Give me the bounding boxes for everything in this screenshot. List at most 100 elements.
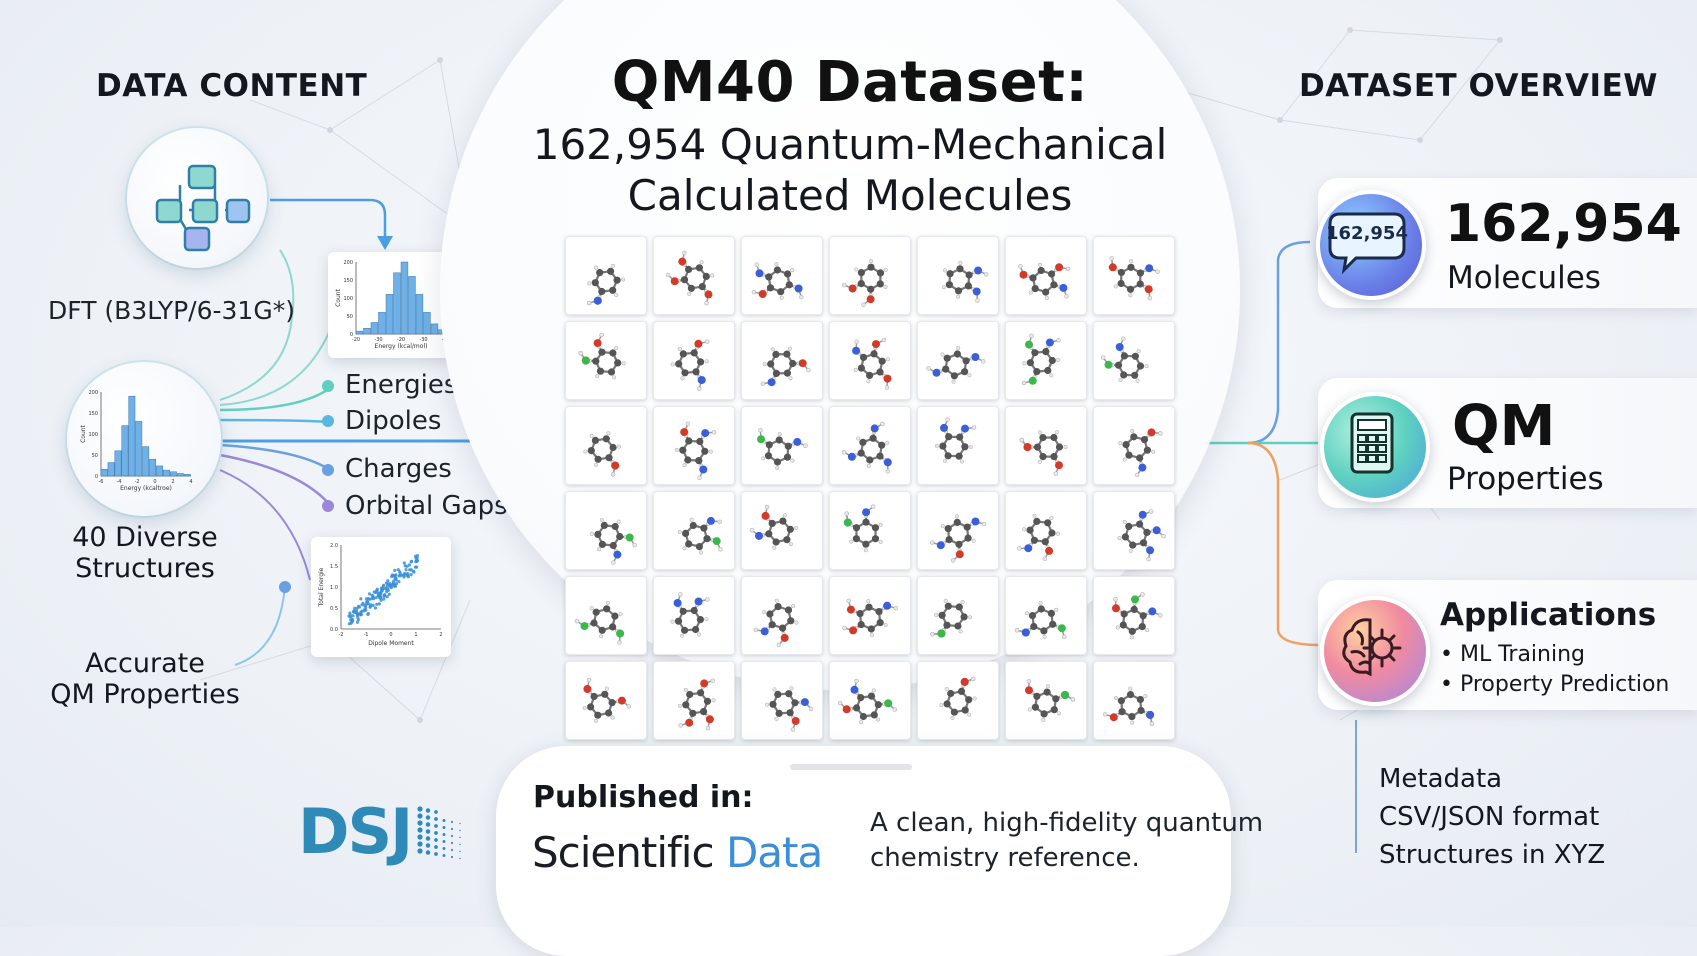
carbon-atom bbox=[1131, 606, 1138, 613]
dsj-logo-text: DSJ bbox=[298, 795, 411, 868]
hetero-atom bbox=[583, 685, 591, 693]
scatter-point bbox=[395, 582, 398, 585]
hetero-atom bbox=[1022, 629, 1030, 637]
molecule-cell bbox=[917, 491, 999, 570]
carbon-atom bbox=[858, 365, 865, 372]
logo-dot bbox=[426, 850, 430, 854]
hydrogen-atom bbox=[773, 546, 777, 550]
carbon-atom bbox=[1122, 533, 1129, 540]
hetero-atom bbox=[971, 353, 979, 361]
carbon-atom bbox=[610, 444, 617, 451]
carbon-atom bbox=[871, 711, 878, 718]
carbon-atom bbox=[1048, 610, 1055, 617]
carbon-atom bbox=[1123, 441, 1130, 448]
hydrogen-atom bbox=[765, 703, 769, 707]
hydrogen-atom bbox=[961, 600, 965, 604]
molecule-cell bbox=[741, 236, 823, 315]
carbon-atom bbox=[695, 457, 702, 464]
property-charges: Charges bbox=[345, 454, 452, 484]
carbon-atom bbox=[857, 694, 864, 701]
carbon-atom bbox=[587, 703, 594, 710]
molecule-cell bbox=[565, 406, 647, 485]
carbon-atom bbox=[1027, 527, 1034, 534]
logo-dot bbox=[426, 843, 430, 847]
carbon-atom bbox=[680, 608, 687, 615]
molecule-cell bbox=[741, 406, 823, 485]
scatter-ytick: 0.0 bbox=[330, 627, 338, 633]
hydrogen-atom bbox=[1020, 438, 1024, 442]
carbon-atom bbox=[1120, 621, 1127, 628]
hydrogen-atom bbox=[633, 543, 637, 547]
hydrogen-atom bbox=[1141, 592, 1145, 596]
hydrogen-atom bbox=[960, 460, 964, 464]
hydrogen-atom bbox=[705, 340, 709, 344]
hydrogen-atom bbox=[1149, 510, 1153, 514]
publication-description: A clean, high-fidelity quantum chemistry… bbox=[870, 806, 1263, 876]
carbon-atom bbox=[784, 454, 791, 461]
logo-dot bbox=[417, 834, 422, 839]
molecule-cell bbox=[1005, 491, 1087, 570]
hydrogen-atom bbox=[1103, 712, 1107, 716]
hydrogen-atom bbox=[885, 386, 889, 390]
carbon-atom bbox=[701, 448, 708, 455]
molecule-icon bbox=[917, 321, 999, 400]
hydrogen-atom bbox=[956, 295, 960, 299]
hydrogen-atom bbox=[690, 518, 694, 522]
hydrogen-atom bbox=[1162, 534, 1166, 538]
carbon-atom bbox=[779, 625, 786, 632]
journal-name-part1: Scientific bbox=[532, 828, 714, 877]
molecule-icon bbox=[741, 321, 823, 400]
hydrogen-atom bbox=[1043, 557, 1047, 561]
structures-label-line2: Structures bbox=[50, 553, 240, 584]
hydrogen-atom bbox=[930, 632, 934, 636]
logo-dot bbox=[451, 821, 453, 823]
hetero-atom bbox=[1146, 546, 1154, 554]
hydrogen-atom bbox=[617, 445, 621, 449]
carbon-atom bbox=[787, 617, 794, 624]
hydrogen-atom bbox=[882, 338, 886, 342]
carbon-atom bbox=[1050, 453, 1057, 460]
carbon-atom bbox=[862, 541, 869, 548]
property-dipoles: Dipoles bbox=[345, 406, 441, 436]
hist-top-bar bbox=[416, 294, 423, 334]
carbon-atom bbox=[775, 603, 782, 610]
hydrogen-atom bbox=[761, 457, 765, 461]
carbon-atom bbox=[1048, 270, 1055, 277]
scatter-point bbox=[391, 573, 394, 576]
carbon-atom bbox=[772, 351, 779, 358]
hetero-atom bbox=[1148, 607, 1156, 615]
hetero-atom bbox=[705, 290, 713, 298]
carbon-atom bbox=[592, 437, 599, 444]
carbon-atom bbox=[1027, 359, 1034, 366]
logo-dot bbox=[434, 838, 438, 842]
hetero-atom bbox=[626, 534, 634, 542]
hydrogen-atom bbox=[968, 374, 972, 378]
logo-dot bbox=[417, 813, 422, 818]
hydrogen-atom bbox=[876, 718, 880, 722]
hydrogen-atom bbox=[967, 713, 971, 717]
molecule-icon bbox=[741, 491, 823, 570]
hydrogen-atom bbox=[684, 688, 688, 692]
carbon-atom bbox=[601, 522, 608, 529]
carbon-atom bbox=[616, 533, 623, 540]
carbon-atom bbox=[603, 435, 610, 442]
carbon-atom bbox=[689, 710, 696, 717]
logo-dot bbox=[451, 842, 453, 844]
logo-dot bbox=[434, 845, 438, 849]
carbon-atom bbox=[951, 372, 958, 379]
carbon-atom bbox=[767, 360, 774, 367]
hydrogen-atom bbox=[791, 604, 795, 608]
hydrogen-atom bbox=[762, 610, 766, 614]
hydrogen-atom bbox=[1056, 532, 1060, 536]
hydrogen-atom bbox=[1017, 546, 1021, 550]
hist-left-bar bbox=[149, 459, 155, 476]
metadata-line-3: Structures in XYZ bbox=[1379, 836, 1605, 874]
hetero-atom bbox=[867, 295, 875, 303]
carbon-atom bbox=[685, 437, 692, 444]
hetero-atom bbox=[674, 599, 682, 607]
hetero-atom bbox=[795, 285, 803, 293]
scatter-point bbox=[393, 578, 396, 581]
molecule-icon bbox=[653, 321, 735, 400]
hist-top-bar bbox=[394, 273, 401, 334]
